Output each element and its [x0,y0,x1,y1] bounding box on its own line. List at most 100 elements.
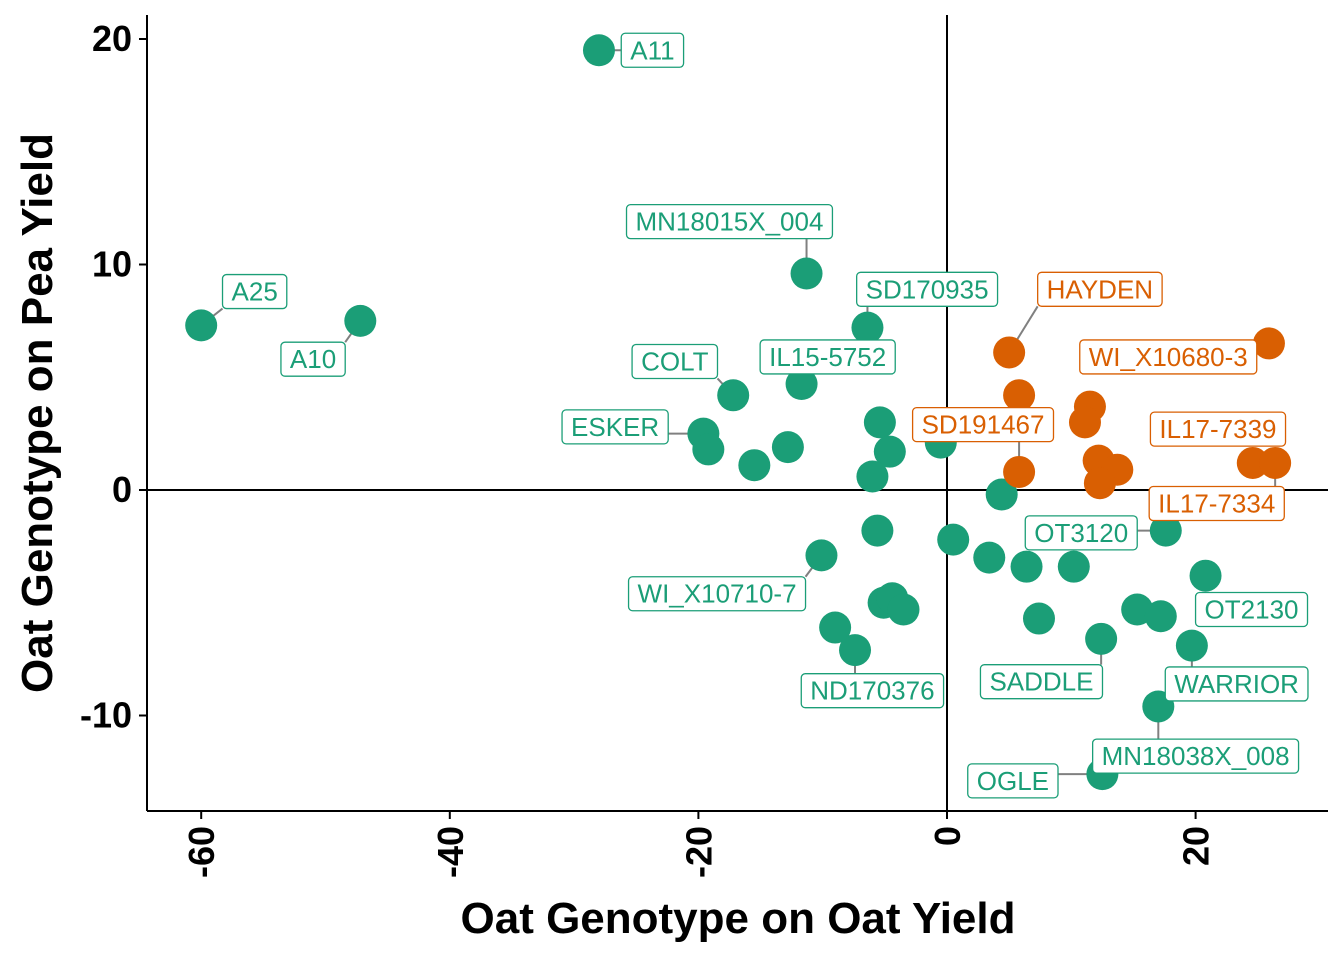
label-text: A25 [232,277,278,307]
label-text: ND170376 [810,676,934,706]
scatter-point [1022,602,1055,635]
y-tick-label: 10 [92,244,132,285]
point-label: A11 [620,32,685,68]
point-label: SD191467 [911,406,1055,443]
label-box [1194,591,1309,628]
point-label: OGLE [967,763,1059,799]
scatter-point [851,311,884,344]
scatter-point [937,523,970,556]
label-text: OGLE [977,766,1049,796]
label-text: OT2130 [1205,595,1299,625]
label-box [221,273,288,310]
scatter-point [805,539,838,572]
scatter-point [819,611,852,644]
x-tick-label: -40 [430,826,471,878]
label-box [1024,515,1138,551]
scatter-point [839,634,872,667]
point-label: OT2130 [1194,591,1309,628]
label-text: IL17-7334 [1158,489,1275,519]
point-label: COLT [631,343,719,380]
scatter-point [1252,327,1285,360]
label-box [1079,339,1258,375]
label-box [561,409,669,445]
point-label: A25 [221,273,288,310]
label-connectors [200,49,1277,776]
label-text: OT3120 [1034,518,1128,548]
scatter-point [873,435,906,468]
scatter-point [785,368,818,401]
scatter-point [1236,446,1269,479]
x-tick-label: -20 [678,826,719,878]
scatter-point [887,593,920,626]
label-box [979,664,1104,700]
label-box [759,339,896,375]
point-label: WI_X10680-3 [1079,339,1258,375]
label-text: A11 [630,35,674,65]
scatter-point [344,304,377,337]
point-label: SADDLE [979,664,1104,700]
label-text: IL15-5752 [769,342,886,372]
scatter-point [1068,406,1101,439]
scatter-point [1144,600,1177,633]
data-points [185,34,1292,791]
scatter-point [863,406,896,439]
label-box [1164,666,1309,702]
label-text: MN18038X_008 [1102,741,1290,771]
point-label: IL15-5752 [759,339,896,375]
point-label: MN18038X_008 [1091,738,1300,774]
point-label: MN18015X_004 [625,204,834,240]
scatter-point [1010,550,1043,583]
scatter-point [1003,379,1036,412]
label-text: SD170935 [866,274,989,304]
scatter-point [856,460,889,493]
scatter-point [1057,550,1090,583]
label-box [800,673,945,709]
scatter-point [1003,455,1036,488]
label-text: COLT [641,346,709,376]
x-tick-label: 20 [1176,826,1217,866]
scatter-point [1085,622,1118,655]
scatter-point [717,379,750,412]
point-label: SD170935 [856,271,999,307]
point-label: WI_X10710-7 [627,576,807,612]
y-tick-label: -10 [80,695,132,736]
scatter-point [790,257,823,290]
label-text: WI_X10680-3 [1089,342,1248,372]
scatter-point [1175,629,1208,662]
scatter-point [1083,467,1116,500]
label-box [627,576,807,612]
point-label: IL17-7334 [1148,485,1285,522]
label-text: WI_X10710-7 [638,579,797,609]
label-box [1037,271,1163,307]
scatter-point [993,336,1026,369]
label-text: SADDLE [989,667,1093,697]
label-text: A10 [290,344,336,374]
scatter-point [861,514,894,547]
label-box [1091,738,1300,774]
axes [146,15,1328,812]
label-text: IL17-7339 [1159,414,1276,444]
label-box [911,406,1055,443]
scatter-point [185,309,218,342]
point-label: IL17-7339 [1149,411,1287,447]
point-labels: A25 A10 A11 MN18015X_004 SD170935 IL15-5752 CO… [221,32,1309,799]
point-label: WARRIOR [1164,666,1309,702]
label-box [967,763,1059,799]
scatter-point [985,478,1018,511]
label-text: HAYDEN [1047,274,1153,304]
label-box [625,204,834,240]
label-text: SD191467 [922,410,1045,440]
label-box [856,271,999,307]
point-label: ND170376 [800,673,945,709]
scatter-point [1189,559,1222,592]
point-label: A10 [280,341,346,377]
scatter-point [692,433,725,466]
x-tick-label: -60 [181,826,222,878]
label-box [280,341,346,377]
y-tick-label: 0 [112,469,132,510]
point-label: OT3120 [1024,515,1138,551]
label-text: WARRIOR [1174,669,1299,699]
x-tick-label: 0 [927,826,968,846]
scatter-point [1149,514,1182,547]
